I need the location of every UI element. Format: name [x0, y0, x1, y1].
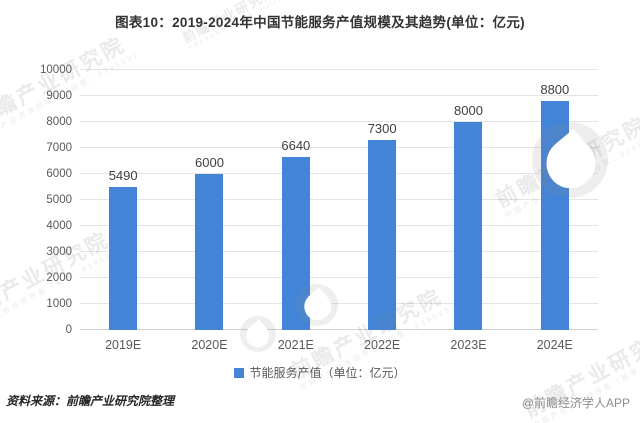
y-tick-label: 1000 [46, 297, 72, 310]
y-tick-label: 5000 [46, 193, 72, 206]
x-tick-label: 2022E [364, 338, 401, 352]
y-tick-label: 10000 [40, 63, 72, 76]
bar-value-label: 8000 [454, 103, 483, 118]
gridline [80, 225, 598, 226]
bar [454, 122, 483, 330]
gridline [80, 277, 598, 278]
x-tick-label: 2019E [105, 338, 142, 352]
y-tick-label: 3000 [46, 245, 72, 258]
y-axis: 0 1000 2000 3000 4000 5000 6000 7000 8000 9000 100… [24, 64, 72, 335]
bar-slot: 8000 [425, 70, 511, 330]
bar-series: 5490 6000 6640 7300 8000 8800 [80, 70, 598, 330]
x-tick-label: 2020E [191, 338, 228, 352]
x-tick-label: 2024E [536, 338, 573, 352]
bar [281, 157, 310, 330]
x-axis: 2019E 2020E 2021E 2022E 2023E 2024E [80, 338, 598, 352]
legend-label: 节能服务产值（单位：亿元） [249, 366, 406, 380]
gridline [80, 95, 598, 96]
y-tick-label: 4000 [46, 219, 72, 232]
legend: 节能服务产值（单位：亿元） [0, 364, 640, 381]
bar-slot: 7300 [339, 70, 425, 330]
bar [195, 174, 224, 330]
bar-value-label: 7300 [367, 121, 397, 137]
bar-value-label: 5490 [108, 168, 138, 184]
y-tick-label: 7000 [46, 141, 72, 154]
bar-slot: 5490 [80, 70, 166, 330]
gridline [80, 173, 598, 174]
gridline [80, 121, 598, 122]
gridline [80, 147, 598, 148]
source-note: 资料来源：前瞻产业研究院整理 [6, 394, 175, 408]
bar [109, 187, 138, 330]
gridline [80, 199, 598, 200]
x-tick-label: 2021E [277, 338, 314, 352]
bar-value-label: 8800 [540, 82, 570, 98]
y-tick-label: 8000 [46, 115, 72, 128]
bar-value-label: 6640 [281, 138, 311, 154]
x-tick-label: 2023E [450, 338, 487, 352]
y-tick-label: 6000 [46, 167, 72, 180]
y-tick-label: 9000 [46, 89, 72, 102]
y-tick-label: 0 [65, 323, 72, 336]
bar-value-label: 6000 [195, 155, 224, 170]
legend-swatch-icon [234, 367, 245, 378]
attribution: @前瞻经济学人APP [521, 396, 630, 410]
bar-slot: 6000 [166, 70, 252, 330]
y-tick-label: 2000 [46, 271, 72, 284]
bar [368, 140, 397, 330]
bar [540, 101, 569, 330]
gridline [80, 303, 598, 304]
x-axis-line [80, 329, 598, 330]
gridline [80, 251, 598, 252]
chart-title: 图表10：2019-2024年中国节能服务产值规模及其趋势(单位：亿元) [115, 15, 525, 30]
gridline [80, 69, 598, 70]
plot-area: 5490 6000 6640 7300 8000 8800 [80, 69, 598, 330]
bar-slot: 8800 [512, 70, 598, 330]
bar-slot: 6640 [253, 70, 339, 330]
